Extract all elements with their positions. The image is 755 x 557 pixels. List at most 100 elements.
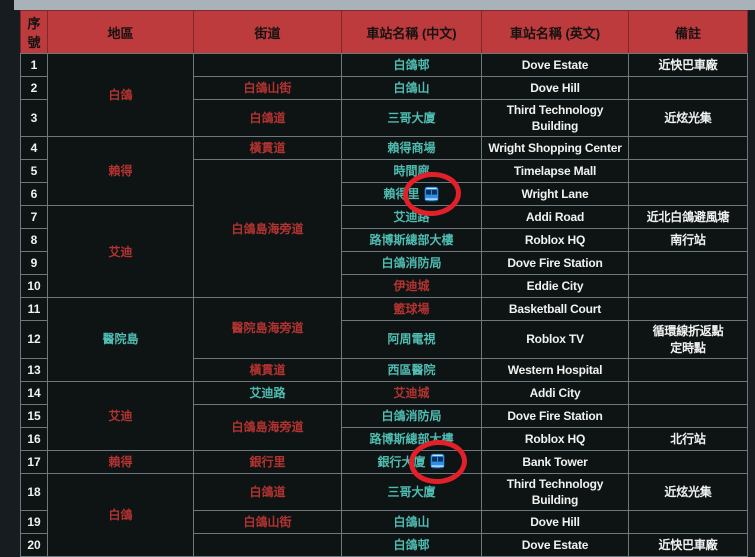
remark-line: 近快巴車廠 bbox=[658, 57, 718, 72]
cell-station-name-en: Roblox HQ bbox=[481, 228, 629, 253]
station-name-cn-text: 白鴿山 bbox=[393, 515, 430, 530]
cell-remark bbox=[628, 380, 748, 405]
station-name-cn-text: 西區醫院 bbox=[387, 362, 436, 377]
station-name-cn-text: 賴得商場 bbox=[387, 141, 436, 156]
cell-number: 1 bbox=[20, 53, 48, 77]
station-name-cn-text: 伊迪城 bbox=[393, 279, 430, 294]
cell-station-name-en: Third Technology Building bbox=[481, 472, 629, 512]
cell-remark bbox=[628, 510, 748, 535]
station-name-cn: 三哥大廈 bbox=[387, 110, 435, 126]
cell-station-name-cn: 阿周電視 bbox=[341, 320, 482, 359]
wiki-route-table-page: { "topbar": {"color": "#a9b1b9"}, "color… bbox=[14, 0, 755, 557]
remark-line: 近北白鴿避風塘 bbox=[646, 210, 730, 225]
cell-number: 6 bbox=[20, 182, 48, 207]
station-name-cn-text: 艾迪路 bbox=[393, 210, 430, 225]
cell-district: 艾迪 bbox=[47, 205, 194, 299]
cell-number: 13 bbox=[20, 357, 48, 382]
station-name-cn-text: 阿周電視 bbox=[387, 332, 436, 347]
station-name-cn-text: 三哥大廈 bbox=[387, 111, 436, 126]
cell-street: 白鴿道 bbox=[193, 472, 342, 512]
cell-street: 白鴿道 bbox=[193, 98, 342, 138]
cell-station-name-cn: 三哥大廈 bbox=[341, 472, 482, 512]
cell-station-name-cn: 銀行大廈 bbox=[341, 437, 482, 486]
station-name-cn: 銀行大廈 bbox=[377, 437, 468, 486]
cell-station-name-cn: 艾迪城 bbox=[341, 380, 482, 405]
cell-station-name-cn: 路博斯總部大樓 bbox=[341, 426, 482, 451]
cell-number: 16 bbox=[20, 426, 48, 451]
station-name-cn: 時間廊 bbox=[393, 163, 429, 179]
cell-number: 5 bbox=[20, 159, 48, 184]
cell-street bbox=[193, 53, 342, 77]
cell-number: 12 bbox=[20, 320, 48, 359]
cell-number: 4 bbox=[20, 136, 48, 161]
cell-station-name-en: Third Technology Building bbox=[481, 98, 629, 138]
cell-station-name-en: Dove Hill bbox=[481, 76, 629, 100]
cell-station-name-en: Roblox HQ bbox=[481, 426, 629, 451]
cell-station-name-en: Eddie City bbox=[481, 274, 629, 299]
remark-line: 北行站 bbox=[670, 431, 706, 446]
cell-number: 15 bbox=[20, 403, 48, 428]
cell-district: 賴得 bbox=[47, 136, 194, 207]
station-name-cn: 白鴿消防局 bbox=[381, 255, 441, 271]
col-header-district: 地區 bbox=[47, 10, 194, 54]
cell-station-name-en: Dove Estate bbox=[481, 53, 629, 77]
cell-station-name-cn: 白鴿邨 bbox=[341, 53, 482, 77]
cell-number: 2 bbox=[20, 76, 48, 100]
station-name-cn: 路博斯總部大樓 bbox=[369, 232, 453, 248]
station-name-cn-text: 三哥大廈 bbox=[387, 484, 436, 499]
col-header-remarks: 備註 bbox=[628, 10, 748, 54]
cell-remark: 近北白鴿避風塘 bbox=[628, 205, 748, 230]
table-row: 14 艾迪 艾迪路 艾迪城 Addi City bbox=[20, 380, 748, 451]
header-row: 序號 地區 街道 車站名稱 (中文) 車站名稱 (英文) 備註 bbox=[20, 10, 748, 54]
cell-remark: 循環線折返點 定時點 bbox=[628, 320, 748, 359]
cell-station-name-en: Timelapse Mall bbox=[481, 159, 629, 184]
cell-remark bbox=[628, 449, 748, 474]
cell-station-name-en: Addi Road bbox=[481, 205, 629, 230]
top-scroll-strip bbox=[14, 0, 755, 10]
cell-number: 7 bbox=[20, 205, 48, 230]
stations-table: 序號 地區 街道 車站名稱 (中文) 車站名稱 (英文) 備註 1 白鴿 白鴿邨 Do… bbox=[20, 10, 748, 557]
station-name-cn: 阿周電視 bbox=[387, 331, 435, 347]
cell-station-name-en: Basketball Court bbox=[481, 297, 629, 322]
station-name-cn-text: 白鴿消防局 bbox=[381, 408, 442, 423]
cell-station-name-en: Wright Shopping Center bbox=[481, 136, 629, 161]
cell-station-name-en: Dove Fire Station bbox=[481, 403, 629, 428]
cell-remark: 北行站 bbox=[628, 426, 748, 451]
cell-station-name-cn: 白鴿邨 bbox=[341, 533, 482, 557]
station-name-cn: 伊迪城 bbox=[393, 278, 429, 294]
stations-table-wrap: 序號 地區 街道 車站名稱 (中文) 車站名稱 (英文) 備註 1 白鴿 白鴿邨 Do… bbox=[20, 10, 748, 557]
cell-station-name-cn: 賴得里 bbox=[341, 170, 482, 219]
col-header-number: 序號 bbox=[20, 10, 48, 54]
cell-remark: 近炫光集 bbox=[628, 98, 748, 138]
table-row: 16 路博斯總部大樓 Roblox HQ 北行站 bbox=[20, 426, 748, 451]
table-row: 13 橫貫道 西區醫院 Western Hospital bbox=[20, 357, 748, 382]
cell-number: 10 bbox=[20, 274, 48, 299]
cell-remark bbox=[628, 251, 748, 276]
cell-number: 9 bbox=[20, 251, 48, 276]
cell-station-name-cn: 白鴿消防局 bbox=[341, 403, 482, 428]
cell-street: 白鴿島海旁道 bbox=[193, 403, 342, 451]
table-row: 5 白鴿島海旁道 時間廊 Timelapse Mall bbox=[20, 159, 748, 299]
cell-station-name-cn: 艾迪路 bbox=[341, 205, 482, 230]
cell-station-name-en: Dove Hill bbox=[481, 510, 629, 535]
cell-station-name-cn: 賴得商場 bbox=[341, 136, 482, 161]
station-name-cn-text: 路博斯總部大樓 bbox=[369, 233, 454, 248]
cell-number: 18 bbox=[20, 472, 48, 512]
cell-remark: 近快巴車廠 bbox=[628, 533, 748, 557]
cell-remark bbox=[628, 403, 748, 428]
station-name-cn: 白鴿邨 bbox=[393, 57, 429, 73]
cell-station-name-cn: 西區醫院 bbox=[341, 357, 482, 382]
cell-street: 銀行里 bbox=[193, 449, 342, 474]
station-name-cn: 賴得里 bbox=[383, 170, 462, 219]
cell-district: 醫院島 bbox=[47, 297, 194, 382]
station-name-cn: 白鴿消防局 bbox=[381, 408, 441, 424]
cell-station-name-cn: 白鴿山 bbox=[341, 76, 482, 100]
cell-remark bbox=[628, 136, 748, 161]
cell-number: 3 bbox=[20, 98, 48, 138]
cell-remark bbox=[628, 182, 748, 207]
table-row: 12 阿周電視 Roblox TV 循環線折返點 定時點 bbox=[20, 320, 748, 359]
station-name-cn: 艾迪城 bbox=[393, 385, 429, 401]
cell-street: 醫院島海旁道 bbox=[193, 297, 342, 359]
table-row: 6 賴得里 Wright Lane bbox=[20, 170, 748, 219]
bus-icon bbox=[424, 186, 438, 203]
